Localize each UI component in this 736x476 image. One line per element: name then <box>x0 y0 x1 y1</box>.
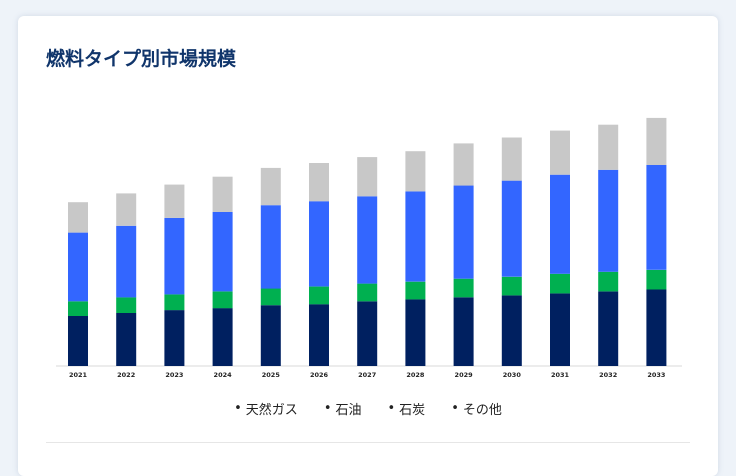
x-tick-label: 2032 <box>599 371 617 379</box>
x-tick-label: 2022 <box>117 371 135 379</box>
bar-segment-oil-2028 <box>405 281 426 300</box>
bar-segment-oil-2024 <box>212 291 233 309</box>
bar-segment-coal-2032 <box>598 169 619 272</box>
bar-segment-coal-2023 <box>164 217 185 295</box>
bar-segment-coal-2028 <box>405 191 426 282</box>
x-tick-label: 2027 <box>358 371 376 379</box>
chart-card: 燃料タイプ別市場規模 2021 2022 2023 2024 2025 2026 2027 2… <box>18 16 718 476</box>
bar-segment-natural-gas-2025 <box>260 305 281 366</box>
bar-segment-coal-2030 <box>501 180 522 277</box>
bar-segment-oil-2027 <box>357 283 378 302</box>
x-tick-label: 2030 <box>503 371 522 379</box>
bar-segment-oil-2025 <box>260 288 281 306</box>
bar-segment-oil-2030 <box>501 276 522 296</box>
bar-segment-other-2032 <box>598 124 619 170</box>
bar-segment-natural-gas-2028 <box>405 299 426 366</box>
legend-bullet: • <box>323 401 332 416</box>
bar-segment-other-2025 <box>260 167 281 206</box>
bar-segment-other-2024 <box>212 176 233 212</box>
x-tick-labels: 2021 2022 2023 2024 2025 2026 2027 2028 2029 2030… <box>69 371 665 379</box>
x-tick-label: 2028 <box>406 371 425 379</box>
bar-segment-other-2027 <box>357 157 378 197</box>
bar-segment-other-2021 <box>68 202 88 233</box>
legend-label: 天然ガス <box>245 403 298 418</box>
legend-item-oil[interactable]: • 石油 <box>324 399 362 418</box>
legend-bullet: • <box>451 401 459 416</box>
x-tick-label: 2021 <box>69 371 88 379</box>
bar-segment-natural-gas-2026 <box>309 304 329 366</box>
bar-segment-natural-gas-2024 <box>212 308 233 366</box>
x-tick-label: 2033 <box>647 371 665 379</box>
bar-segment-coal-2026 <box>309 201 329 287</box>
bar-segment-natural-gas-2031 <box>550 293 570 366</box>
bar-segment-oil-2026 <box>309 286 329 305</box>
bar-segment-natural-gas-2029 <box>453 297 474 366</box>
bar-segment-natural-gas-2022 <box>116 313 137 366</box>
bar-segment-natural-gas-2033 <box>646 289 667 366</box>
bar-segment-oil-2021 <box>68 301 88 316</box>
x-tick-label: 2029 <box>455 371 474 379</box>
bar-segment-oil-2032 <box>598 271 619 292</box>
stacked-bar-chart: 2021 2022 2023 2024 2025 2026 2027 2028 2029 2030… <box>56 117 682 379</box>
bar-segment-other-2029 <box>453 143 474 186</box>
legend-label: その他 <box>462 403 502 418</box>
legend-item-natural-gas[interactable]: • 天然ガス <box>234 399 298 418</box>
bar-segment-coal-2021 <box>68 232 88 302</box>
x-tick-label: 2023 <box>165 371 183 379</box>
bar-segment-other-2031 <box>550 130 570 175</box>
bars-group <box>68 117 667 366</box>
legend-item-other[interactable]: • その他 <box>451 399 502 418</box>
bar-segment-oil-2023 <box>164 294 185 311</box>
legend-bullet: • <box>387 401 396 416</box>
bar-segment-natural-gas-2032 <box>598 291 619 366</box>
legend-bullet: • <box>234 401 242 416</box>
legend-label: 石炭 <box>399 403 426 418</box>
bar-segment-coal-2027 <box>357 196 378 284</box>
bar-segment-coal-2022 <box>116 225 137 298</box>
bar-segment-natural-gas-2030 <box>501 295 522 366</box>
bar-segment-other-2033 <box>646 117 667 165</box>
bar-segment-coal-2031 <box>550 174 570 274</box>
bar-segment-coal-2033 <box>646 164 667 270</box>
bar-segment-oil-2031 <box>550 273 570 294</box>
x-tick-label: 2025 <box>262 371 281 379</box>
x-tick-label: 2024 <box>214 371 233 379</box>
bar-segment-other-2026 <box>309 163 329 202</box>
x-tick-label: 2026 <box>310 371 329 379</box>
bar-segment-other-2023 <box>164 184 185 218</box>
bar-segment-other-2028 <box>405 151 426 192</box>
chart-title: 燃料タイプ別市場規模 <box>46 48 237 70</box>
bar-segment-coal-2025 <box>260 205 281 289</box>
bar-segment-other-2030 <box>501 137 522 181</box>
bar-segment-oil-2033 <box>646 269 667 290</box>
bar-segment-natural-gas-2021 <box>68 316 88 366</box>
bar-segment-oil-2029 <box>453 278 474 298</box>
bar-segment-other-2022 <box>116 193 137 226</box>
bar-segment-oil-2022 <box>116 297 137 313</box>
bar-segment-natural-gas-2027 <box>357 301 378 366</box>
divider <box>46 442 690 443</box>
legend-item-coal[interactable]: • 石炭 <box>388 399 426 418</box>
x-tick-label: 2031 <box>551 371 570 379</box>
bar-segment-natural-gas-2023 <box>164 310 185 366</box>
legend: • 天然ガス • 石油 • 石炭 • その他 <box>18 399 718 418</box>
bar-segment-coal-2029 <box>453 185 474 279</box>
legend-label: 石油 <box>335 403 362 418</box>
bar-segment-coal-2024 <box>212 212 233 292</box>
